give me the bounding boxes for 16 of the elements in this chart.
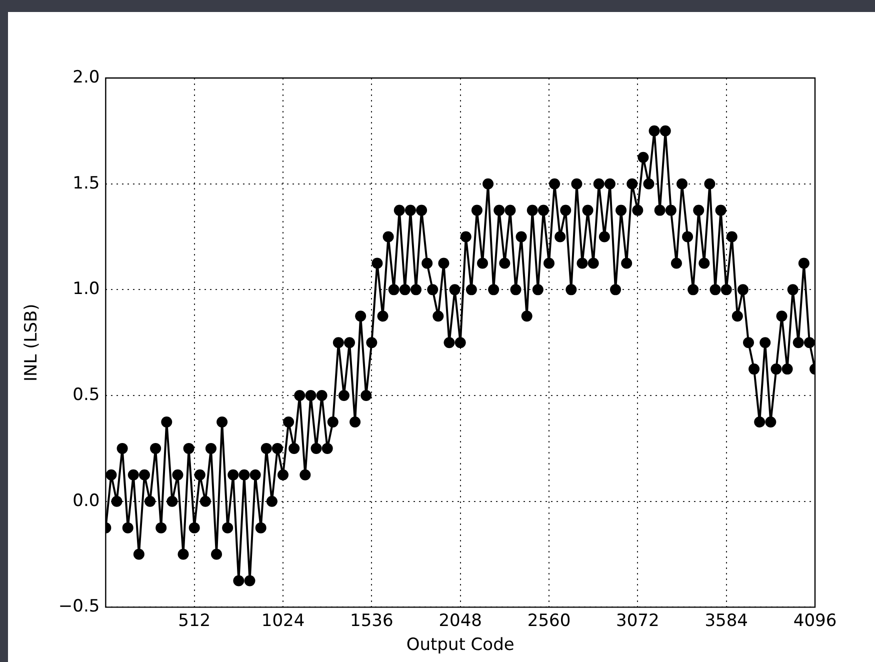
y-tick-label: 0.5	[72, 384, 100, 405]
y-tick-label: 1.0	[72, 279, 100, 300]
x-tick-label: 512	[178, 610, 211, 631]
x-tick-label: 1024	[261, 610, 305, 631]
y-tick-label: 1.5	[72, 173, 100, 194]
y-axis-title: INL (LSB)	[22, 304, 42, 382]
x-tick-label: 4096	[793, 610, 837, 631]
y-tick-label: 0.0	[72, 490, 100, 511]
x-axis-title: Output Code	[406, 635, 514, 656]
x-tick-label: 2560	[527, 610, 571, 631]
x-tick-label: 3072	[616, 610, 660, 631]
y-tick-label: −0.5	[58, 596, 100, 617]
x-tick-label: 3584	[704, 610, 748, 631]
y-tick-label: 2.0	[72, 67, 100, 88]
x-tick-label: 2048	[438, 610, 482, 631]
x-tick-label: 1536	[350, 610, 394, 631]
